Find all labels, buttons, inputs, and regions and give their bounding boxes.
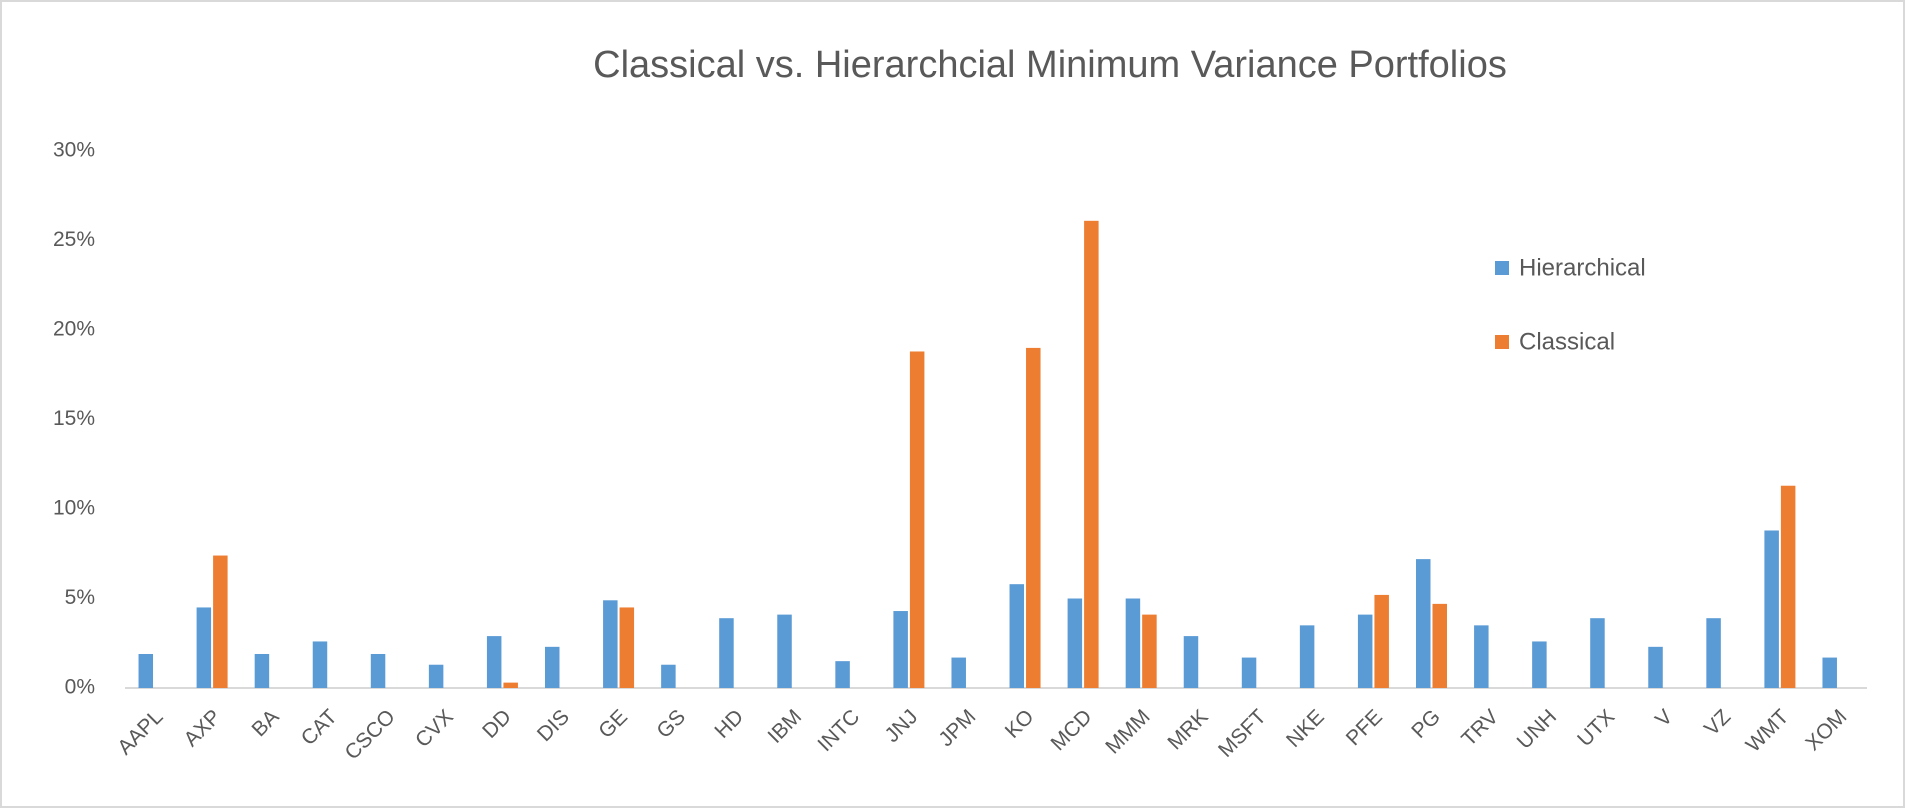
bar — [1432, 603, 1447, 688]
bar — [893, 611, 908, 688]
bar — [1374, 594, 1389, 688]
bar — [254, 653, 270, 688]
y-tick-label: 15% — [53, 407, 95, 430]
bar — [1590, 618, 1605, 688]
bar — [138, 653, 154, 688]
bar — [503, 682, 518, 688]
bar — [545, 646, 560, 688]
y-tick-label: 30% — [53, 139, 95, 162]
bar — [370, 653, 386, 688]
y-tick-label: 10% — [53, 497, 95, 520]
bar — [1142, 614, 1157, 688]
bar — [1357, 614, 1373, 688]
bar — [1474, 625, 1489, 688]
bar — [951, 657, 966, 688]
bar — [1532, 641, 1547, 688]
y-tick-label: 0% — [65, 676, 95, 699]
bar — [1241, 657, 1257, 688]
bar — [835, 661, 850, 688]
bar — [1009, 584, 1025, 688]
legend-label: Classical — [1519, 328, 1615, 355]
bar — [1648, 646, 1663, 688]
bar — [196, 607, 212, 688]
bar — [1067, 598, 1083, 688]
bar — [777, 614, 792, 688]
bar — [1084, 220, 1099, 688]
y-tick-label: 20% — [53, 318, 95, 341]
bar — [213, 555, 228, 688]
bar — [661, 664, 676, 688]
y-tick-label: 25% — [53, 228, 95, 251]
bar — [1780, 485, 1796, 688]
bar — [312, 641, 328, 688]
bar — [1299, 625, 1315, 688]
bar — [1822, 657, 1837, 688]
bar — [1125, 598, 1141, 688]
bar — [486, 636, 502, 688]
legend-swatch — [1495, 261, 1509, 275]
bar — [1183, 636, 1199, 688]
bar — [603, 600, 618, 688]
bar — [428, 664, 444, 688]
bar — [909, 351, 925, 688]
bar — [619, 607, 635, 688]
bar — [1764, 530, 1779, 688]
bar — [719, 618, 734, 688]
bar — [1416, 559, 1431, 688]
legend-swatch — [1495, 335, 1509, 349]
bar — [1026, 347, 1041, 688]
y-tick-label: 5% — [65, 586, 95, 609]
chart-title: Classical vs. Hierarchcial Minimum Varia… — [593, 44, 1507, 86]
legend-label: Hierarchical — [1519, 254, 1646, 281]
bar — [1706, 618, 1721, 688]
